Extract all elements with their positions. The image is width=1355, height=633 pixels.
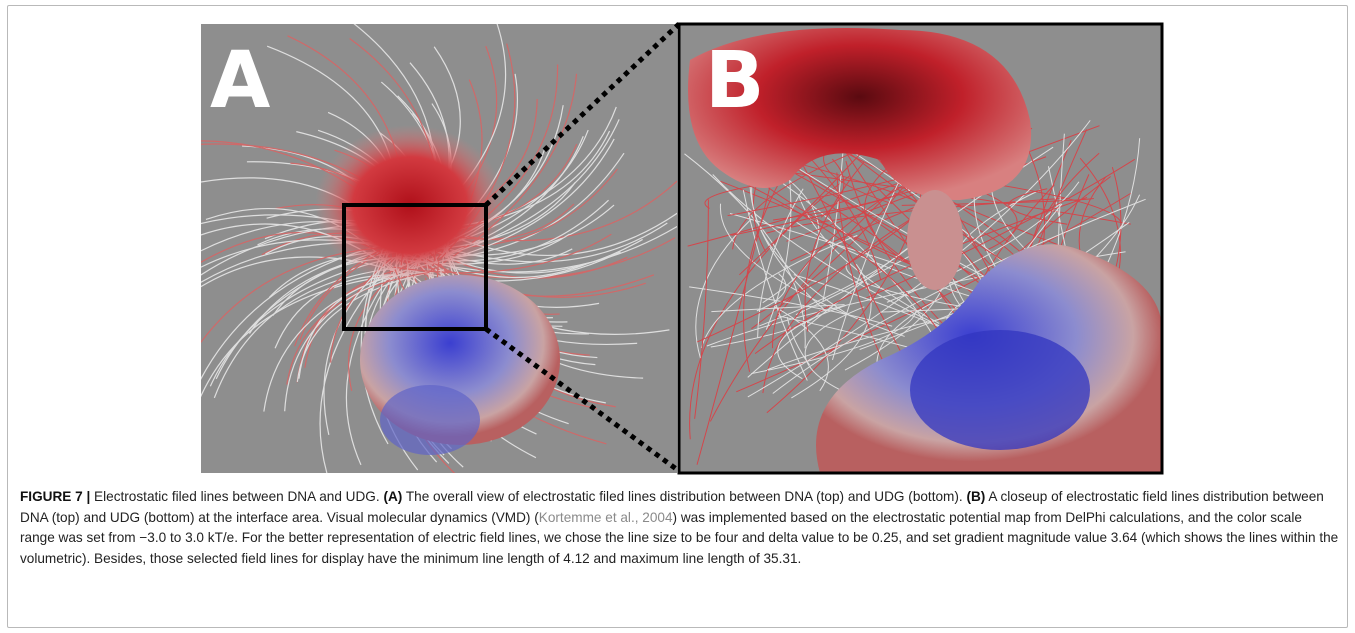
figure-image: A B <box>0 0 1355 480</box>
panel-ref: (A) <box>383 489 402 504</box>
panel-label: A <box>210 36 270 126</box>
caption-text: The overall view of electrostatic filed … <box>402 489 966 504</box>
panel-a: A <box>125 10 712 480</box>
figure-caption: FIGURE 7 | Electrostatic filed lines bet… <box>20 487 1340 569</box>
figure-label: FIGURE 7 | <box>20 489 90 504</box>
panel-ref: (B) <box>966 489 985 504</box>
citation-link[interactable]: Kortemme et al., 2004 <box>539 510 673 525</box>
panel-label: B <box>705 36 764 126</box>
page: A B FIGURE 7 | Electrostatic filed lines… <box>0 0 1355 633</box>
caption-text: Electrostatic filed lines between DNA an… <box>90 489 383 504</box>
panel-b: B <box>679 24 1162 473</box>
